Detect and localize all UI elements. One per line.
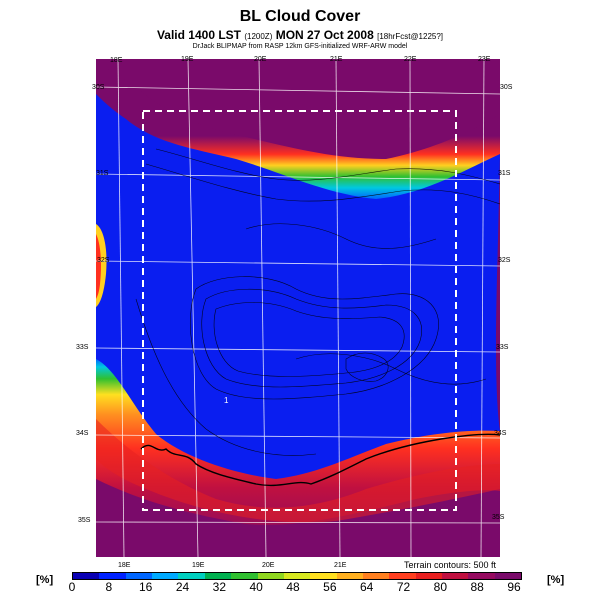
lon-label-bottom: 18E (118, 562, 131, 569)
colorbar-swatch (362, 573, 390, 579)
southern-overcast-core (96, 479, 500, 557)
point-marker: 1 (224, 396, 229, 405)
lon-label-top: 19E (181, 56, 194, 63)
unit-label-left: [%] (36, 574, 54, 586)
cloud-cover-map: 1 (96, 59, 500, 557)
terrain-contour-note: Terrain contours: 500 ft (402, 560, 499, 570)
lat-label-right: 33S (496, 344, 509, 351)
domain-boundary (142, 110, 457, 511)
northern-overcast-core (96, 59, 500, 159)
chart-title: BL Cloud Cover (239, 8, 361, 25)
colorbar-tick-label: 72 (396, 580, 411, 594)
lat-label-left: 33S (76, 344, 89, 351)
colorbar-swatch (336, 573, 363, 579)
colorbar-tick-label: 64 (359, 580, 374, 594)
lat-label-left: 31S (96, 170, 109, 177)
lon-label-top: 20E (254, 56, 267, 63)
lon-label-bottom: 21E (334, 562, 347, 569)
forecast-run: [18hrFcst@1225?] (377, 32, 444, 41)
lat-label-right: 35S (492, 514, 505, 521)
colorbar-swatch (152, 573, 179, 579)
colorbar-swatch (257, 573, 284, 579)
lon-label-top: 22E (404, 56, 417, 63)
unit-label-right: [%] (547, 574, 565, 586)
lat-label-left: 34S (76, 430, 89, 437)
valid-time: Valid 1400 LST (156, 28, 241, 42)
colorbar-swatch (178, 573, 205, 579)
colorbar-tick-label: 56 (323, 580, 337, 594)
colorbar-tick-label: 0 (68, 580, 76, 594)
colorbar-swatch (310, 573, 337, 579)
lon-label-top: 23E (478, 56, 491, 63)
colorbar-swatch (389, 573, 416, 579)
colorbar-swatch (204, 573, 232, 579)
colorbar-tick-label: 8 (105, 580, 113, 594)
terrain-contours (135, 148, 500, 456)
colorbar-tick-label: 40 (249, 580, 263, 594)
colorbar-swatch (283, 573, 311, 579)
lon-label-bottom: 19E (192, 562, 205, 569)
colorbar-tick-label: 32 (212, 580, 227, 594)
lat-label-left: 30S (92, 84, 105, 91)
colorbar-swatch (231, 573, 258, 579)
colorbar-tick-label: 48 (286, 580, 300, 594)
colorbar-tick-label: 88 (470, 580, 484, 594)
coastline (140, 433, 500, 487)
colorbar-swatch (125, 573, 153, 579)
lon-label-top: 21E (330, 56, 343, 63)
lon-label-bottom: 20E (262, 562, 275, 569)
colorbar-swatch (468, 573, 495, 579)
colorbar-tick-label: 80 (433, 580, 448, 594)
model-credit: DrJack BLIPMAP from RASP 12km GFS-initia… (192, 43, 408, 50)
colorbar-swatch (99, 573, 126, 579)
valid-time-subtitle: Valid 1400 LST (1200Z) MON 27 Oct 2008 [… (0, 28, 600, 42)
colorbar-swatch (415, 573, 443, 579)
west-coast-cloud-core (96, 234, 101, 299)
valid-utc: (1200Z) (244, 32, 273, 41)
lon-label-top: 18E (110, 57, 123, 64)
colorbar-swatch (494, 573, 522, 579)
lat-label-right: 31S (498, 170, 511, 177)
colorbar-tick-label: 24 (175, 580, 190, 594)
colorbar-tick-label: 96 (507, 580, 521, 594)
lat-label-left: 35S (78, 517, 91, 524)
colorbar-swatch (73, 573, 100, 579)
lat-label-right: 34S (494, 430, 507, 437)
lat-label-left: 32S (97, 257, 110, 264)
colorbar-tick-label: 16 (138, 580, 153, 594)
valid-date: MON 27 Oct 2008 (275, 28, 374, 42)
lat-label-right: 32S (498, 257, 511, 264)
colorbar (72, 572, 522, 580)
eastern-cloud-edge (496, 154, 500, 431)
lat-label-right: 30S (500, 84, 513, 91)
colorbar-swatch (442, 573, 469, 579)
